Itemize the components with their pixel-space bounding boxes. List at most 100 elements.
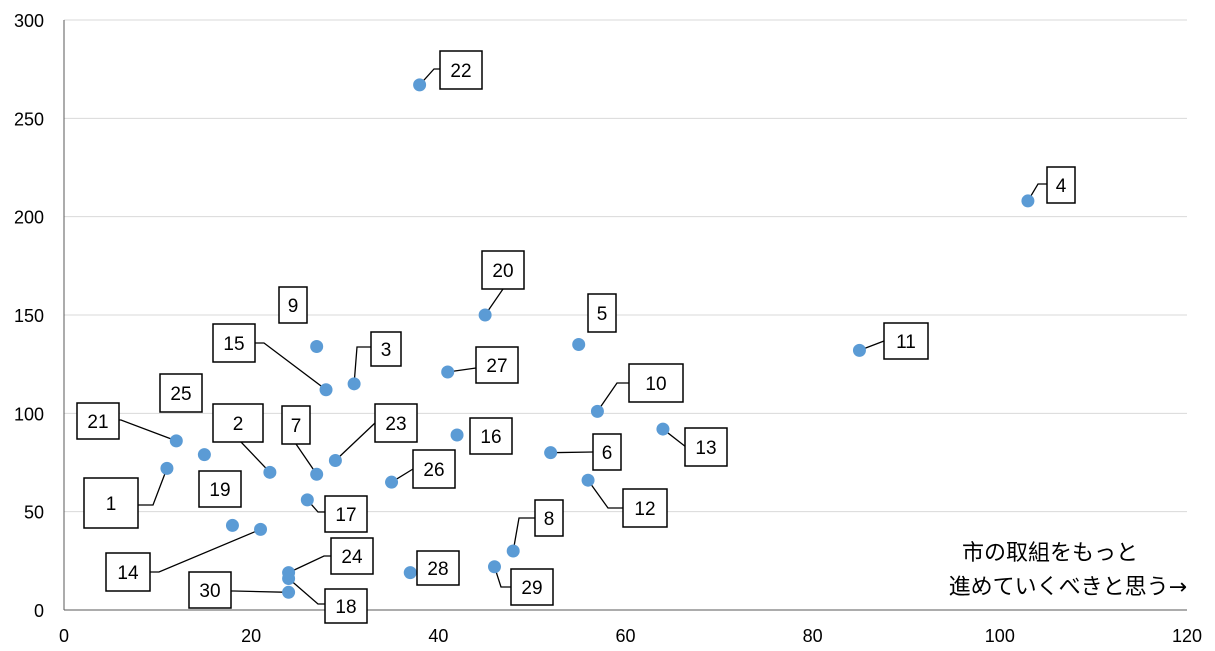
- leader-line: [1027, 183, 1047, 202]
- point-label: 30: [199, 581, 220, 602]
- point-label-box: [374, 403, 418, 443]
- point-label: 25: [170, 384, 191, 405]
- leader-line: [255, 342, 327, 391]
- point-label: 6: [602, 443, 613, 464]
- point-label: 14: [117, 563, 139, 584]
- y-tick-label: 250: [14, 109, 44, 129]
- x-tick-label: 120: [1172, 626, 1202, 646]
- point-label: 9: [288, 296, 299, 317]
- point-label-box: [281, 405, 311, 445]
- point-label-box: [324, 588, 368, 624]
- data-point-5: [572, 338, 586, 351]
- x-tick-label: 20: [241, 626, 261, 646]
- annotation-line-2: 進めていくべきと思う→: [949, 575, 1187, 600]
- point-label-box: [416, 550, 460, 586]
- leader-line: [587, 479, 623, 509]
- data-point-4: [1021, 194, 1035, 208]
- x-tick-label: 100: [985, 626, 1015, 646]
- point-label: 8: [544, 509, 555, 530]
- leader-line: [138, 468, 168, 506]
- point-label-box: [475, 346, 519, 384]
- leader-line: [353, 346, 371, 384]
- point-label-box: [587, 293, 617, 333]
- leader-line: [150, 528, 261, 573]
- point-label-box: [278, 286, 308, 324]
- leader-line: [288, 578, 325, 605]
- data-point-22: [413, 78, 427, 92]
- data-point-11: [852, 343, 866, 357]
- data-point-16: [450, 428, 464, 442]
- point-label-box: [330, 537, 374, 575]
- data-point-27: [441, 365, 455, 379]
- x-tick-label: 40: [428, 626, 448, 646]
- leader-line: [288, 555, 331, 574]
- point-label-box: [324, 495, 368, 533]
- point-label: 4: [1056, 176, 1067, 197]
- data-point-23: [328, 454, 342, 468]
- data-point-6: [544, 446, 558, 460]
- point-labels: 1234567891011121314151617181920212223242…: [76, 50, 1076, 624]
- leader-line: [119, 419, 177, 442]
- leader-line: [596, 382, 629, 412]
- point-label: 12: [634, 499, 655, 520]
- point-label-box: [534, 499, 564, 537]
- point-label: 15: [223, 334, 244, 355]
- point-label: 26: [423, 460, 444, 481]
- point-label-box: [198, 470, 242, 508]
- data-point-13: [656, 422, 670, 436]
- point-label: 11: [896, 332, 916, 353]
- point-label-box: [684, 427, 728, 467]
- point-label-box: [628, 363, 684, 403]
- point-label-box: [510, 568, 554, 606]
- data-point-30: [282, 585, 296, 599]
- leader-line: [550, 451, 594, 454]
- data-point-29: [487, 560, 501, 574]
- leader-line: [419, 68, 440, 86]
- data-point-20: [478, 308, 492, 322]
- data-point-19: [225, 518, 239, 532]
- data-point-3: [347, 377, 361, 391]
- y-tick-label: 200: [14, 208, 44, 228]
- annotation-line-1: 市の取組をもっと: [962, 541, 1138, 566]
- point-label: 22: [450, 61, 471, 82]
- point-label-box: [481, 250, 525, 290]
- point-label: 27: [486, 356, 507, 377]
- y-tick-label: 300: [14, 11, 44, 31]
- data-point-12: [581, 473, 595, 487]
- data-point-24: [282, 566, 296, 580]
- data-point-8: [506, 544, 520, 558]
- data-point-25: [197, 448, 211, 462]
- data-points: [160, 78, 1035, 599]
- point-label: 23: [385, 414, 406, 435]
- point-label-box: [469, 417, 513, 455]
- point-label: 21: [87, 412, 108, 433]
- point-label-box: [105, 552, 151, 592]
- point-label-box: [883, 322, 929, 360]
- data-point-26: [385, 475, 399, 489]
- data-point-9: [310, 339, 324, 353]
- data-point-1: [160, 461, 174, 475]
- leader-line: [512, 517, 535, 552]
- data-point-14: [254, 522, 268, 536]
- point-label-box: [592, 433, 622, 471]
- y-tick-label: 50: [24, 503, 44, 523]
- data-point-17: [300, 493, 314, 507]
- point-label: 1: [106, 494, 117, 515]
- point-label-box: [622, 488, 668, 528]
- point-label-box: [439, 50, 483, 90]
- point-label: 7: [291, 416, 302, 437]
- data-point-28: [403, 566, 417, 580]
- data-point-21: [169, 434, 183, 448]
- y-tick-label: 150: [14, 306, 44, 326]
- leader-line: [231, 590, 289, 593]
- data-point-7: [310, 467, 324, 481]
- point-label: 2: [233, 414, 244, 435]
- point-label: 16: [480, 427, 501, 448]
- axes: [63, 20, 1187, 611]
- point-label: 17: [335, 505, 356, 526]
- point-label-box: [83, 477, 139, 529]
- y-tick-label: 100: [14, 404, 44, 424]
- x-tick-label: 80: [803, 626, 823, 646]
